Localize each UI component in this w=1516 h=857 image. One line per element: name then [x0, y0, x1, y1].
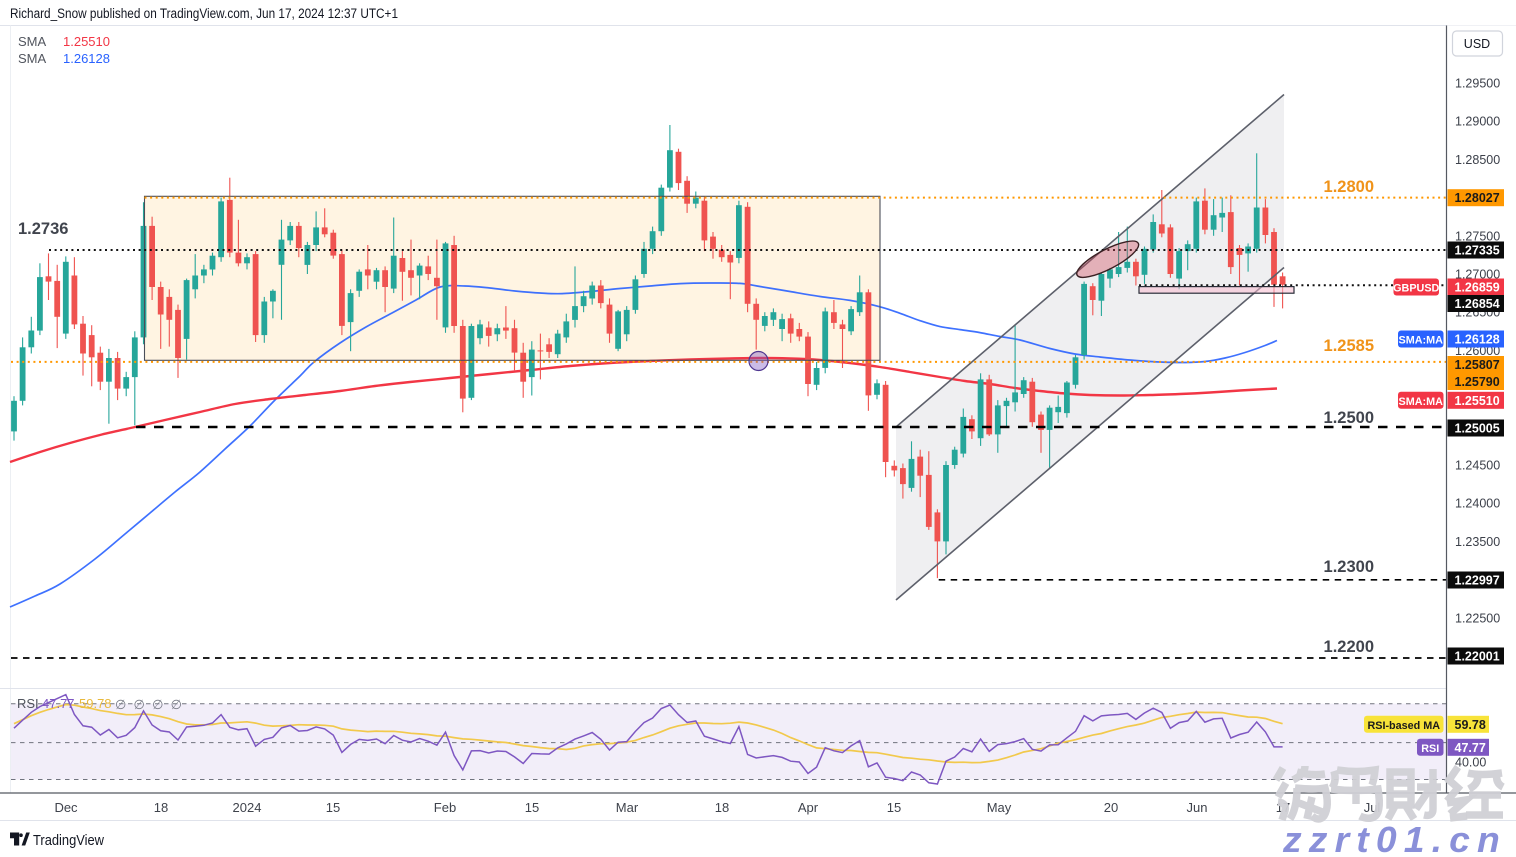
svg-text:1.2500: 1.2500 [1324, 409, 1374, 427]
svg-text:1.27335: 1.27335 [1455, 244, 1500, 258]
svg-text:47.77: 47.77 [1455, 741, 1486, 755]
svg-text:1.2800: 1.2800 [1324, 178, 1374, 196]
svg-text:1.27000: 1.27000 [1455, 268, 1500, 282]
svg-text:1.22001: 1.22001 [1455, 650, 1500, 664]
svg-text:20: 20 [1104, 800, 1118, 815]
svg-text:47.77: 47.77 [42, 696, 75, 711]
svg-text:40.00: 40.00 [1455, 756, 1486, 770]
svg-text:SMA: SMA [18, 51, 47, 66]
svg-text:1.26859: 1.26859 [1455, 281, 1500, 295]
svg-text:Jun: Jun [1187, 800, 1208, 815]
svg-text:zzrt01.cn: zzrt01.cn [1282, 819, 1507, 857]
svg-text:1.2300: 1.2300 [1324, 558, 1374, 576]
svg-text:1.28500: 1.28500 [1455, 153, 1500, 167]
svg-text:SMA:MA: SMA:MA [1399, 396, 1444, 408]
svg-text:59.78: 59.78 [1455, 718, 1486, 732]
svg-text:RSI: RSI [1421, 743, 1439, 755]
svg-text:1.24500: 1.24500 [1455, 459, 1500, 473]
svg-text:1.25005: 1.25005 [1455, 422, 1500, 436]
svg-text:15: 15 [326, 800, 340, 815]
svg-text:1.26854: 1.26854 [1455, 297, 1500, 311]
svg-text:∅ ∅ ∅ ∅: ∅ ∅ ∅ ∅ [115, 697, 182, 712]
svg-text:2024: 2024 [233, 800, 262, 815]
svg-text:Dec: Dec [54, 800, 78, 815]
svg-text:15: 15 [525, 800, 539, 815]
svg-text:1.24000: 1.24000 [1455, 497, 1500, 511]
svg-text:GBPUSD: GBPUSD [1393, 283, 1439, 295]
svg-text:1.25510: 1.25510 [63, 34, 110, 49]
svg-text:1.26128: 1.26128 [1455, 333, 1500, 347]
svg-text:RSI: RSI [17, 696, 39, 711]
svg-text:May: May [987, 800, 1012, 815]
svg-text:RSI-based MA: RSI-based MA [1367, 720, 1440, 732]
svg-text:Apr: Apr [798, 800, 819, 815]
svg-text:1.29500: 1.29500 [1455, 77, 1500, 91]
svg-text:1.26128: 1.26128 [63, 51, 110, 66]
svg-text:1.25790: 1.25790 [1455, 375, 1500, 389]
svg-text:1.27500: 1.27500 [1455, 229, 1500, 243]
svg-text:TradingView: TradingView [33, 832, 104, 849]
svg-text:1.2585: 1.2585 [1324, 337, 1374, 355]
svg-text:1.23500: 1.23500 [1455, 535, 1500, 549]
svg-text:Mar: Mar [616, 800, 639, 815]
svg-text:1.28027: 1.28027 [1455, 191, 1500, 205]
svg-text:1.2736: 1.2736 [18, 220, 68, 238]
svg-text:1.22500: 1.22500 [1455, 611, 1500, 625]
svg-text:59.78: 59.78 [79, 696, 112, 711]
svg-text:18: 18 [154, 800, 168, 815]
svg-text:Feb: Feb [434, 800, 456, 815]
svg-text:SMA:MA: SMA:MA [1399, 335, 1444, 347]
svg-text:15: 15 [887, 800, 901, 815]
svg-text:Richard_Snow published on Trad: Richard_Snow published on TradingView.co… [10, 6, 398, 21]
svg-text:SMA: SMA [18, 34, 47, 49]
svg-text:1.22997: 1.22997 [1455, 574, 1500, 588]
svg-text:1.25510: 1.25510 [1455, 394, 1500, 408]
svg-text:1.25807: 1.25807 [1455, 358, 1500, 372]
svg-text:USD: USD [1464, 37, 1490, 51]
svg-text:1.2200: 1.2200 [1324, 638, 1374, 656]
svg-text:1.29000: 1.29000 [1455, 115, 1500, 129]
svg-text:18: 18 [715, 800, 729, 815]
